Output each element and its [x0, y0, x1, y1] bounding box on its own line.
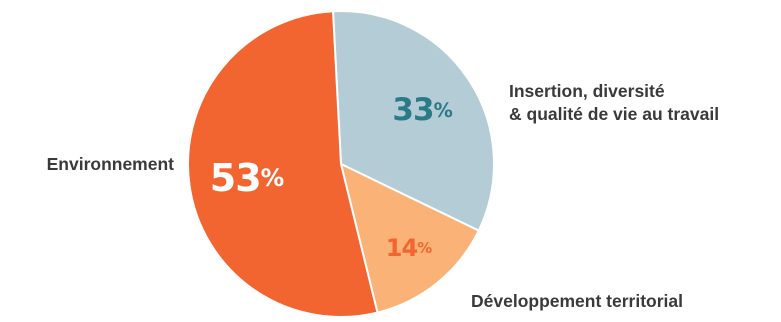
pie-slice-developpement — [340, 163, 480, 314]
category-label-insertion-line-1: Insertion, diversité — [509, 81, 665, 101]
category-label-environnement-line-1: Environnement — [46, 154, 174, 174]
category-label-insertion: Insertion, diversité & qualité de vie au… — [509, 80, 719, 126]
category-label-environnement: Environnement — [47, 153, 174, 176]
category-label-developpement-line-1: Développement territorial — [471, 291, 683, 311]
pie-slices: 33% 14% 53% — [187, 10, 495, 318]
category-label-insertion-line-2: & qualité de vie au travail — [509, 104, 720, 124]
pie-slice-environnement — [187, 10, 379, 318]
category-label-developpement: Développement territorial — [471, 290, 683, 313]
slice-value-label-environnement: 53% — [210, 156, 284, 200]
slice-value-label-developpement: 14% — [386, 234, 432, 262]
slice-value-label-insertion: 33% — [392, 92, 452, 128]
pie-slice-insertion — [331, 10, 495, 232]
